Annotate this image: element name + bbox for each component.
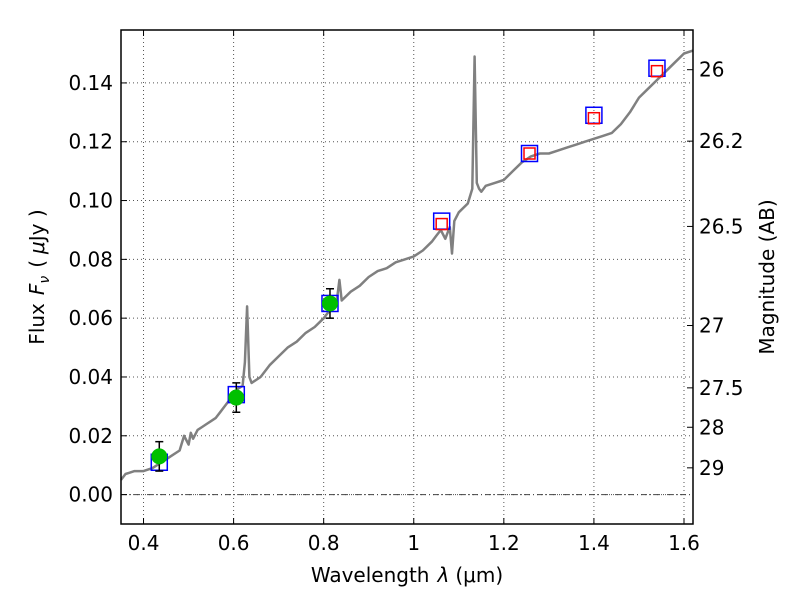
observed-point xyxy=(151,448,168,465)
upper-limit-square xyxy=(523,147,536,160)
x-tick-label: 1 xyxy=(407,531,420,555)
plot-frame xyxy=(120,29,694,525)
y-axis-label: FluxFν(μJy ) xyxy=(25,209,53,344)
upper-limit-square xyxy=(587,111,601,125)
y-tick-label: 0.12 xyxy=(68,130,113,154)
observed-point xyxy=(321,295,338,312)
x-tick-label: 0.4 xyxy=(128,531,160,555)
y-tick-label: 0.10 xyxy=(68,189,113,213)
x-tick-label: 1.2 xyxy=(488,531,520,555)
x-tick-label: 1.4 xyxy=(578,531,610,555)
y2-tick-label: 26.2 xyxy=(699,129,744,153)
grid xyxy=(121,30,693,524)
x-tick-label: 0.8 xyxy=(308,531,340,555)
x-axis-label: Wavelength λ (μm) xyxy=(311,563,503,587)
y-tick-label: 0.00 xyxy=(68,483,113,507)
x-tick-label: 0.6 xyxy=(218,531,250,555)
observed-point xyxy=(228,389,245,406)
y-tick-label: 0.02 xyxy=(68,424,113,448)
y-tick-label: 0.06 xyxy=(68,306,113,330)
x-tick-label: 1.6 xyxy=(668,531,700,555)
ticks: 0.4 0.6 0.8 1 1.2 1.4 1.6 0.00 0.02 0.04 0.06 0.08 0… xyxy=(68,30,744,555)
model-photometry-square xyxy=(520,144,539,163)
y2-tick-label: 29 xyxy=(699,456,724,480)
y2-tick-label: 27 xyxy=(699,314,724,338)
upper-limit-square xyxy=(650,64,664,78)
spectrum-line xyxy=(120,49,694,481)
y2-axis-label: Magnitude (AB) xyxy=(755,199,779,354)
y-tick-label: 0.14 xyxy=(68,71,113,95)
y-tick-label: 0.08 xyxy=(68,247,113,271)
y2-tick-label: 26 xyxy=(699,58,724,82)
y2-tick-label: 27.5 xyxy=(699,376,744,400)
y2-tick-label: 28 xyxy=(699,415,724,439)
series-layer xyxy=(120,49,694,481)
y-tick-label: 0.04 xyxy=(68,365,113,389)
y2-tick-label: 26.5 xyxy=(699,214,744,238)
upper-limit-square xyxy=(435,217,448,231)
